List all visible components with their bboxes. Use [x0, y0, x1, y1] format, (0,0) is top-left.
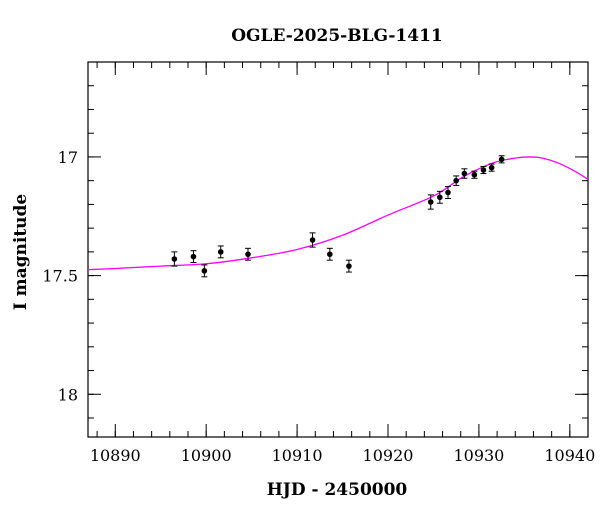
data-point: [471, 171, 478, 178]
x-tick-label: 10940: [544, 446, 595, 465]
data-point: [461, 170, 468, 177]
data-point: [309, 237, 316, 243]
data-point: [327, 251, 333, 258]
model-curve: [88, 156, 588, 271]
chart-title: OGLE-2025-BLG-1411: [231, 26, 443, 46]
y-tick-label: 18: [58, 385, 78, 404]
data-point: [488, 164, 495, 171]
y-tick-label: 17: [58, 148, 78, 167]
data-point: [437, 194, 443, 201]
plot-area: 10890 10900 10910 10920 10930 10940 17 17.5 18: [42, 61, 595, 465]
data-point: [245, 251, 251, 258]
x-tick-label: 10920: [363, 446, 414, 465]
data-point: [201, 268, 208, 274]
x-tick-label: 10930: [453, 446, 504, 465]
data-point: [498, 156, 505, 163]
data-point: [445, 189, 451, 196]
x-tick-label: 10890: [90, 446, 141, 465]
data-point: [217, 249, 224, 255]
data-point: [171, 256, 178, 262]
x-tick-label: 10910: [272, 446, 323, 465]
plot-frame: [87, 61, 589, 438]
data-point: [346, 263, 352, 269]
data-point: [480, 167, 487, 173]
data-point: [453, 177, 459, 184]
y-axis-label: I magnitude: [11, 194, 31, 311]
x-tick-label: 10900: [181, 446, 232, 465]
data-point: [427, 199, 434, 205]
data-point: [190, 253, 197, 260]
x-axis-label: HJD - 2450000: [267, 480, 408, 500]
y-tick-label: 17.5: [42, 267, 78, 286]
